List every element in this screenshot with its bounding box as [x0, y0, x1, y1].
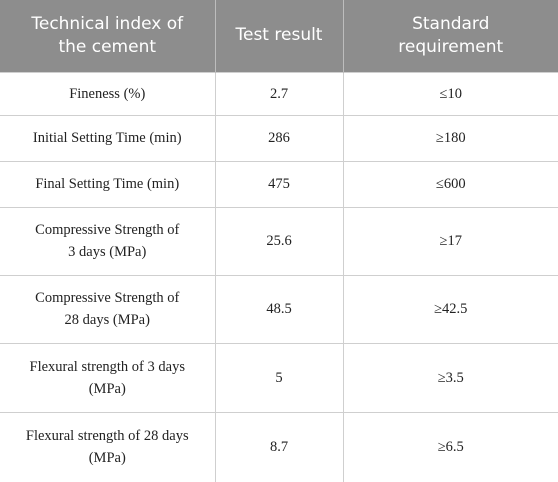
- table-cell: 48.5: [214, 274, 344, 344]
- cell-line: Technical index of: [31, 13, 184, 34]
- table-row: Flexural strength of 3 days (MPa) 5 ≥3.5: [0, 342, 558, 413]
- table-cell: Final Setting Time (min): [0, 160, 216, 208]
- table-cell: 286: [214, 114, 344, 162]
- table-cell: ≥180: [342, 114, 558, 162]
- table-cell: ≥6.5: [342, 411, 558, 482]
- cell-line: the cement: [58, 36, 157, 57]
- table-row: Compressive Strength of 3 days (MPa) 25.6 ≥…: [0, 206, 558, 276]
- table-cell: 5: [214, 342, 344, 413]
- table-row: Final Setting Time (min) 475 ≤600: [0, 160, 558, 208]
- cell-line: Flexural strength of 28 days: [25, 428, 189, 444]
- table-cell: ≥42.5: [342, 274, 558, 344]
- table-cell: 25.6: [214, 206, 344, 276]
- table-cell: Fineness (%): [0, 71, 216, 116]
- table-cell: ≤600: [342, 160, 558, 208]
- table-cell: Flexural strength of 28 days (MPa): [0, 411, 216, 482]
- cell-line: requirement: [398, 36, 504, 57]
- table-cell: ≥3.5: [342, 342, 558, 413]
- table-row: Initial Setting Time (min) 286 ≥180: [0, 114, 558, 162]
- table-cell: ≤10: [342, 71, 558, 116]
- table-body: Fineness (%) 2.7 ≤10 Initial Setting Time (…: [0, 71, 558, 482]
- cell-line: Compressive Strength of: [35, 290, 180, 306]
- header-cell: Technical index of the cement: [0, 0, 216, 72]
- cell-line: 28 days (MPa): [64, 312, 150, 328]
- cell-line: Compressive Strength of: [35, 222, 180, 238]
- table-cell: 2.7: [214, 71, 344, 116]
- table-row: Compressive Strength of 28 days (MPa) 48.5…: [0, 274, 558, 344]
- header-row: Technical index of the cement Test result S…: [0, 0, 558, 72]
- cell-line: (MPa): [88, 450, 126, 466]
- table-cell: ≥17: [342, 206, 558, 276]
- table-cell: Compressive Strength of 3 days (MPa): [0, 206, 216, 276]
- table-row: Fineness (%) 2.7 ≤10: [0, 71, 558, 116]
- table-row: Flexural strength of 28 days (MPa) 8.7 ≥6.5: [0, 411, 558, 482]
- table-cell: 8.7: [214, 411, 344, 482]
- table-cell: Compressive Strength of 28 days (MPa): [0, 274, 216, 344]
- cell-line: Flexural strength of 3 days: [29, 358, 185, 375]
- cell-line: 3 days (MPa): [68, 244, 147, 260]
- table-cell: 475: [214, 160, 344, 208]
- header-cell: Standard requirement: [343, 0, 558, 72]
- cell-line: (MPa): [88, 380, 126, 397]
- header-cell: Test result: [215, 0, 344, 72]
- cell-line: Standard: [412, 13, 490, 34]
- table-cell: Initial Setting Time (min): [0, 114, 216, 162]
- table-cell: Flexural strength of 3 days (MPa): [0, 342, 216, 413]
